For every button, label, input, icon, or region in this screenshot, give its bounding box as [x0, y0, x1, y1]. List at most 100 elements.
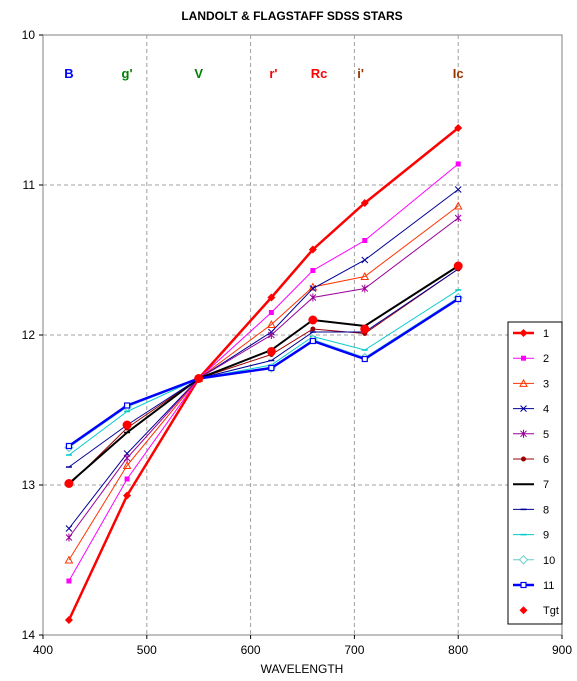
legend-label: 1 [543, 328, 549, 340]
data-point [64, 479, 74, 488]
x-tick-label: 900 [552, 643, 572, 657]
data-point [454, 214, 462, 222]
series-line [68, 205, 459, 561]
x-axis-title: WAVELENGTH [261, 662, 344, 676]
legend-item: Tgt [519, 605, 559, 617]
data-point [310, 268, 316, 273]
legend-marker [519, 606, 528, 615]
legend-item: 5 [513, 429, 549, 441]
data-point [123, 454, 131, 462]
data-point [66, 578, 72, 584]
grid [43, 35, 562, 635]
legend-label: Tgt [543, 605, 559, 617]
legend-label: 5 [543, 429, 549, 441]
band-label: r' [269, 66, 277, 81]
legend-label: 2 [543, 353, 549, 365]
legend-label: 3 [543, 378, 549, 390]
y-tick-label: 12 [22, 328, 36, 342]
data-point [309, 337, 316, 345]
data-point [267, 319, 276, 328]
legend-label: 6 [543, 454, 549, 466]
x-tick-label: 400 [33, 643, 53, 657]
data-point [268, 331, 275, 339]
data-point [194, 374, 204, 383]
series-Tgt [64, 261, 463, 488]
data-point [454, 124, 463, 132]
legend-box [507, 321, 563, 625]
x-tick-label: 600 [241, 643, 261, 657]
x-tick-label: 700 [344, 643, 364, 657]
series-group [64, 124, 463, 624]
legend-item: 2 [513, 353, 549, 365]
band-label: V [194, 66, 203, 81]
data-point [308, 245, 317, 254]
data-point [65, 442, 73, 450]
band-label: Ic [453, 66, 464, 81]
y-tick-label: 14 [22, 628, 36, 642]
data-point [455, 295, 462, 303]
legend: 1 2 3 4 5 6 7 8 9 10 11 Tgt [507, 321, 563, 625]
data-point [360, 199, 369, 207]
legend-label: 8 [543, 504, 549, 516]
legend-marker [519, 378, 528, 387]
legend-label: 7 [543, 479, 549, 491]
y-tick-label: 10 [22, 28, 36, 42]
data-point [308, 315, 318, 325]
data-point [454, 186, 462, 193]
data-point [122, 420, 132, 430]
legend-item: 6 [513, 454, 549, 466]
data-point [360, 271, 370, 280]
band-label: B [64, 66, 73, 81]
band-label: g' [122, 66, 133, 81]
data-point [361, 256, 369, 264]
x-axis: 400 500 600 700 800 900 [33, 635, 572, 657]
data-point [64, 555, 74, 564]
data-point [309, 293, 317, 302]
data-point [268, 310, 274, 315]
data-point [124, 476, 130, 482]
data-point [65, 525, 73, 532]
x-tick-label: 800 [448, 643, 468, 657]
legend-item: 11 [513, 580, 554, 592]
legend-marker [521, 355, 526, 361]
data-point [362, 238, 368, 243]
legend-item: 10 [513, 555, 555, 567]
legend-label: 10 [543, 555, 555, 567]
data-point [360, 324, 370, 334]
data-point [309, 285, 317, 292]
legend-marker [521, 456, 526, 462]
data-point [268, 364, 275, 372]
data-point [453, 201, 463, 210]
legend-label: 11 [543, 580, 554, 592]
y-tick-label: 11 [23, 178, 36, 192]
data-point [64, 616, 73, 624]
band-label: Rc [311, 66, 328, 81]
legend-item: 4 [513, 404, 549, 416]
legend-label: 4 [543, 404, 549, 416]
band-label: i' [357, 66, 364, 81]
legend-label: 9 [543, 530, 549, 542]
legend-item: 8 [513, 504, 549, 516]
data-point [65, 533, 73, 542]
data-point [122, 460, 132, 469]
data-point [361, 355, 368, 363]
data-point [267, 293, 276, 302]
data-point [361, 284, 369, 293]
legend-marker [519, 329, 528, 337]
chart-title: LANDOLT & FLAGSTAFF SDSS STARS [181, 9, 402, 23]
data-point [455, 161, 461, 167]
legend-marker [518, 555, 529, 565]
legend-item: 1 [513, 328, 549, 340]
legend-marker [520, 405, 527, 412]
legend-marker [520, 581, 527, 589]
series-11 [65, 295, 462, 450]
legend-marker [520, 429, 527, 438]
y-tick-label: 13 [22, 478, 36, 492]
data-point [453, 261, 463, 271]
legend-item: 7 [513, 479, 549, 491]
data-point [123, 402, 131, 409]
y-axis: 10 11 12 13 14 [22, 28, 43, 642]
data-point [266, 347, 276, 356]
